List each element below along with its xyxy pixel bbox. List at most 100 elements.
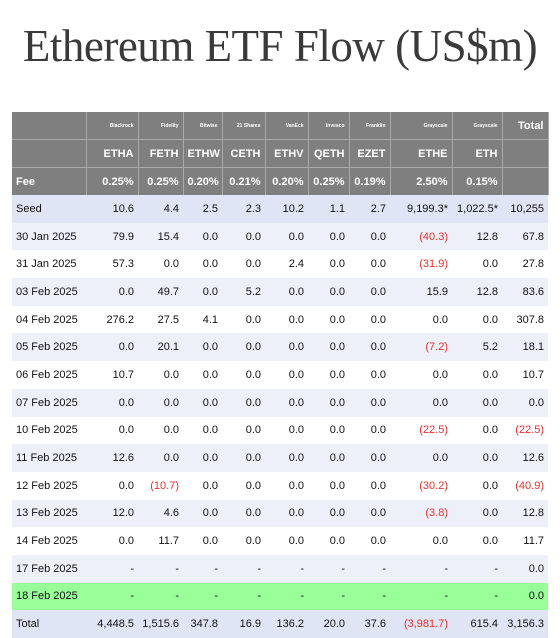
ticker-header: EZET: [349, 139, 391, 168]
flow-cell: 0.0: [265, 305, 308, 334]
flow-cell: -: [138, 554, 183, 583]
flow-cell: 0.0: [452, 471, 502, 500]
fee-label: Fee: [12, 167, 87, 195]
flow-cell: -: [308, 554, 349, 583]
row-total-cell: 3,156.3: [502, 610, 548, 638]
flow-cell: -: [390, 554, 452, 583]
issuer-header: 21 Shares: [222, 112, 266, 140]
flow-cell: 0.0: [308, 305, 349, 334]
flow-cell: 0.0: [222, 333, 265, 362]
issuer-header: Franklin: [349, 112, 391, 140]
flow-cell: 0.0: [308, 361, 349, 389]
ticker-header: ETH: [452, 139, 503, 168]
flow-cell: (30.2): [390, 471, 452, 500]
table-row: 04 Feb 2025 276.2 27.5 4.1 0.0 0.0 0.0 0.0 0.0 0.…: [12, 305, 548, 334]
flow-cell: 0.0: [452, 361, 502, 389]
flow-cell: 0.0: [390, 388, 452, 417]
flow-cell: 0.0: [349, 471, 390, 500]
flow-cell: 0.0: [183, 222, 222, 251]
flow-cell: 0.0: [349, 388, 390, 417]
row-date: 10 Feb 2025: [12, 416, 86, 445]
table-row: 14 Feb 2025 0.0 11.7 0.0 0.0 0.0 0.0 0.0 0.0 0.0 1…: [12, 527, 548, 555]
flow-cell: 0.0: [308, 388, 349, 417]
etf-flow-table: Blackrock Fidelity Bitwise 21 Shares Van…: [12, 112, 549, 638]
fee-row: Fee 0.25% 0.25% 0.20% 0.21% 0.20% 0.25% …: [12, 167, 549, 195]
flow-cell: -: [183, 582, 222, 611]
ticker-header-row: ETHA FETH ETHW CETH ETHV QETH EZET ETHE …: [12, 139, 549, 168]
flow-cell: 0.0: [222, 471, 265, 500]
flow-cell: 0.0: [183, 388, 222, 417]
row-date: 30 Jan 2025: [12, 222, 86, 251]
flow-cell: 0.0: [452, 444, 502, 472]
row-date: Seed: [12, 195, 86, 223]
flow-cell: 0.0: [308, 278, 349, 306]
corner-cell: [12, 112, 87, 140]
flow-cell: 0.0: [138, 388, 183, 417]
flow-cell: 2.4: [265, 250, 308, 279]
flow-cell: 0.0: [265, 361, 308, 389]
row-total-cell: (22.5): [502, 416, 548, 445]
flow-cell: -: [222, 554, 265, 583]
flow-cell: 0.0: [308, 527, 349, 555]
flow-table-body: Seed 10.6 4.4 2.5 2.3 10.2 1.1 2.7 9,199.3* 1,022…: [12, 195, 548, 638]
table-row: 18 Feb 2025- - - - - - - - -0.0: [12, 582, 548, 611]
flow-cell: 0.0: [183, 361, 222, 389]
flow-cell: 9,199.3*: [390, 195, 452, 223]
flow-cell: 0.0: [222, 222, 265, 251]
flow-cell: 0.0: [349, 305, 390, 334]
flow-cell: 16.9: [222, 610, 265, 638]
flow-cell: 4.4: [138, 195, 183, 223]
flow-cell: 0.0: [265, 527, 308, 555]
flow-cell: 10.6: [86, 195, 138, 223]
issuer-header: Grayscale: [452, 112, 503, 140]
flow-cell: 0.0: [308, 416, 349, 445]
flow-cell: 0.0: [349, 222, 390, 251]
page-title: Ethereum ETF Flow (US$m): [22, 21, 538, 71]
table-row: 03 Feb 2025 0.0 49.7 0.0 5.2 0.0 0.0 0.0 15.9 12.…: [12, 278, 548, 306]
row-total-cell: 307.8: [502, 305, 548, 334]
flow-cell: 2.3: [222, 195, 265, 223]
flow-cell: (3.8): [390, 499, 452, 528]
flow-cell: 12.8: [452, 278, 502, 306]
flow-cell: 5.2: [222, 278, 265, 306]
flow-cell: 0.0: [390, 444, 452, 472]
flow-cell: 0.0: [265, 499, 308, 528]
fee-value: 0.25%: [308, 167, 350, 195]
flow-cell: 37.6: [349, 610, 390, 638]
row-total-cell: 83.6: [502, 278, 548, 306]
row-total-cell: 0.0: [502, 388, 548, 417]
flow-cell: 4.1: [183, 305, 222, 334]
fee-value: 0.25%: [86, 167, 139, 195]
issuer-header: Invesco: [308, 112, 350, 140]
flow-cell: -: [86, 554, 138, 583]
flow-cell: 0.0: [86, 416, 138, 445]
flow-cell: 0.0: [308, 222, 349, 251]
table-row: 17 Feb 2025- - - - - - - - -0.0: [12, 554, 548, 583]
row-date: 07 Feb 2025: [12, 388, 86, 417]
flow-cell: 0.0: [265, 416, 308, 445]
row-date: 05 Feb 2025: [12, 333, 86, 362]
table-row: 13 Feb 2025 12.0 4.6 0.0 0.0 0.0 0.0 0.0 (3.8) 0.…: [12, 499, 548, 528]
flow-cell: 12.0: [86, 499, 138, 528]
flow-cell: 57.3: [86, 250, 138, 279]
flow-cell: 0.0: [222, 444, 265, 472]
flow-cell: 1,022.5*: [452, 195, 502, 223]
flow-cell: 0.0: [183, 278, 222, 306]
flow-cell: -: [308, 582, 349, 611]
flow-cell: -: [265, 582, 308, 611]
flow-cell: 0.0: [452, 305, 502, 334]
fee-value: 0.25%: [138, 167, 184, 195]
row-date: 18 Feb 2025: [12, 582, 86, 611]
flow-cell: 1.1: [308, 195, 349, 223]
flow-cell: (10.7): [138, 471, 183, 500]
flow-cell: 10.2: [265, 195, 308, 223]
flow-cell: 5.2: [452, 333, 502, 362]
flow-cell: 12.6: [86, 444, 138, 472]
table-row: 10 Feb 2025 0.0 0.0 0.0 0.0 0.0 0.0 0.0 (22.5) 0.…: [12, 416, 548, 445]
flow-cell: 0.0: [452, 527, 502, 555]
flow-cell: 0.0: [349, 278, 390, 306]
row-date: 06 Feb 2025: [12, 361, 86, 389]
issuer-header: Fidelity: [138, 112, 184, 140]
flow-cell: -: [452, 554, 502, 583]
fee-value: 2.50%: [390, 167, 453, 195]
